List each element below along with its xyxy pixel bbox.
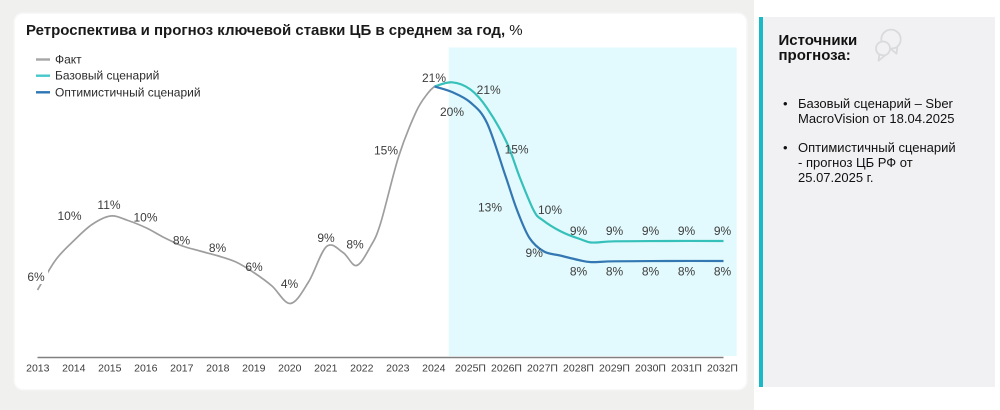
svg-text:2024: 2024 xyxy=(422,363,446,375)
svg-text:9%: 9% xyxy=(570,224,588,238)
svg-text:15%: 15% xyxy=(374,144,398,158)
svg-text:15%: 15% xyxy=(505,143,529,157)
svg-text:2017: 2017 xyxy=(170,363,194,375)
svg-text:9%: 9% xyxy=(317,231,335,245)
svg-text:2020: 2020 xyxy=(278,363,302,375)
svg-text:2016: 2016 xyxy=(134,363,158,375)
svg-text:2021: 2021 xyxy=(314,363,338,375)
svg-text:8%: 8% xyxy=(173,234,191,248)
svg-text:2031П: 2031П xyxy=(671,363,702,375)
svg-text:8%: 8% xyxy=(346,238,364,252)
svg-text:8%: 8% xyxy=(209,241,227,255)
svg-text:11%: 11% xyxy=(97,198,120,212)
svg-text:8%: 8% xyxy=(570,265,588,279)
svg-text:10%: 10% xyxy=(538,203,562,217)
svg-text:20%: 20% xyxy=(440,105,464,119)
svg-text:10%: 10% xyxy=(133,211,157,225)
svg-text:2028П: 2028П xyxy=(563,363,594,375)
svg-text:21%: 21% xyxy=(422,71,446,85)
svg-text:9%: 9% xyxy=(526,246,544,260)
svg-text:2019: 2019 xyxy=(242,363,266,375)
svg-text:8%: 8% xyxy=(678,265,696,279)
svg-text:9%: 9% xyxy=(642,224,660,238)
svg-text:2023: 2023 xyxy=(386,363,410,375)
svg-text:21%: 21% xyxy=(477,83,501,97)
svg-text:8%: 8% xyxy=(606,265,624,279)
svg-text:Оптимистичный сценарий: Оптимистичный сценарий xyxy=(55,85,201,99)
svg-text:4%: 4% xyxy=(281,277,299,291)
svg-text:2015: 2015 xyxy=(98,363,122,375)
svg-text:13%: 13% xyxy=(478,200,502,214)
svg-text:9%: 9% xyxy=(606,224,624,238)
svg-text:10%: 10% xyxy=(57,209,81,223)
svg-text:2030П: 2030П xyxy=(635,363,666,375)
svg-text:2014: 2014 xyxy=(62,363,86,375)
svg-text:2026П: 2026П xyxy=(491,363,522,375)
svg-text:2022: 2022 xyxy=(350,363,374,375)
svg-text:2032П: 2032П xyxy=(707,363,738,375)
svg-text:2013: 2013 xyxy=(26,363,50,375)
svg-text:2029П: 2029П xyxy=(599,363,630,375)
svg-text:8%: 8% xyxy=(642,265,660,279)
svg-text:6%: 6% xyxy=(27,270,45,284)
svg-text:2025П: 2025П xyxy=(455,363,486,375)
svg-text:9%: 9% xyxy=(714,224,732,238)
svg-text:2027П: 2027П xyxy=(527,363,558,375)
svg-text:2018: 2018 xyxy=(206,363,230,375)
svg-text:9%: 9% xyxy=(678,224,696,238)
svg-text:Факт: Факт xyxy=(55,53,82,67)
svg-text:8%: 8% xyxy=(714,265,732,279)
svg-text:Базовый сценарий: Базовый сценарий xyxy=(55,69,159,83)
svg-text:6%: 6% xyxy=(245,260,263,274)
